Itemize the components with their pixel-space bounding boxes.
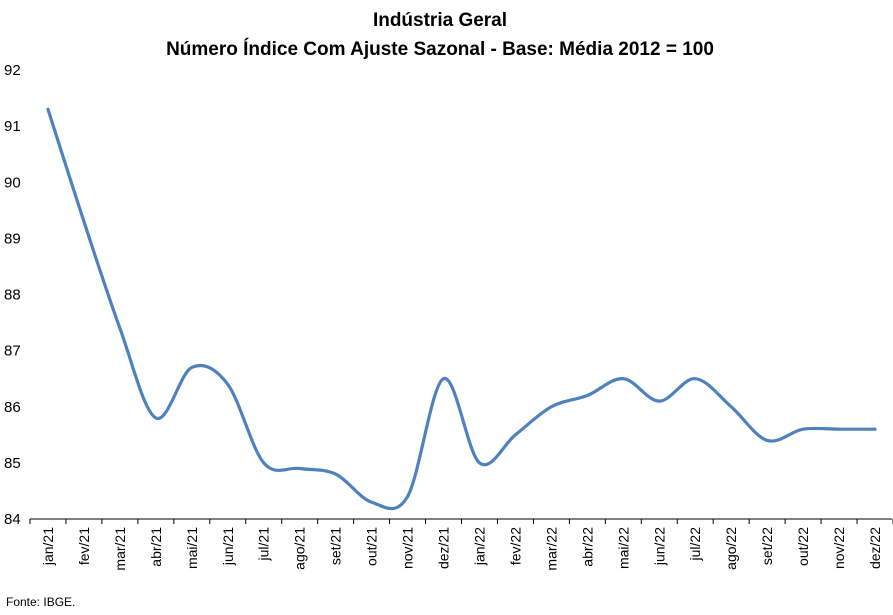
chart-title: Indústria Geral <box>373 10 507 31</box>
axes <box>29 518 893 524</box>
x-tick-label: out/21 <box>364 527 380 566</box>
x-tick-label: ago/21 <box>292 527 308 570</box>
x-tick-label: jul/21 <box>256 527 272 562</box>
y-tick-label: 85 <box>4 455 21 472</box>
x-tick-label: dez/21 <box>436 527 452 569</box>
x-tick-label: fev/21 <box>76 527 92 565</box>
y-tick-label: 89 <box>4 230 21 247</box>
x-tick-label: abr/21 <box>148 527 164 567</box>
x-tick-label: jan/22 <box>471 527 487 566</box>
x-tick-label: mar/22 <box>543 527 559 571</box>
y-tick-label: 84 <box>4 511 21 528</box>
x-tick-label: nov/22 <box>831 527 847 569</box>
chart-subtitle: Número Índice Com Ajuste Sazonal - Base:… <box>166 38 714 60</box>
y-tick-label: 90 <box>4 174 21 191</box>
y-tick-labels: 84 85 86 87 88 89 90 91 92 <box>4 62 21 528</box>
y-tick-label: 88 <box>4 287 21 304</box>
x-tick-labels: jan/21 fev/21 mar/21 abr/21 mai/21 jun/21 jul/… <box>40 527 883 571</box>
y-tick-label: 92 <box>4 62 21 79</box>
x-tick-label: set/22 <box>759 527 775 565</box>
x-tick-label: ago/22 <box>723 527 739 570</box>
x-tick-label: mai/22 <box>615 527 631 569</box>
x-tick-label: out/22 <box>795 527 811 566</box>
x-tick-label: set/21 <box>328 527 344 565</box>
series-line <box>46 107 877 511</box>
y-tick-label: 91 <box>4 118 21 135</box>
x-tick-label: jan/21 <box>40 527 56 566</box>
x-tick-label: dez/22 <box>867 527 883 569</box>
x-tick-label: fev/22 <box>507 527 523 565</box>
x-tick-label: jun/21 <box>220 527 236 566</box>
x-tick-label: jul/22 <box>687 527 703 562</box>
x-tick-label: mai/21 <box>184 527 200 569</box>
x-tick-label: nov/21 <box>400 527 416 569</box>
x-tick-label: jun/22 <box>651 527 667 566</box>
y-tick-label: 86 <box>4 399 21 416</box>
x-tick-label: mar/21 <box>112 527 128 571</box>
y-tick-label: 87 <box>4 343 21 360</box>
source-note: Fonte: IBGE. <box>6 595 76 609</box>
x-tick-label: abr/22 <box>579 527 595 567</box>
